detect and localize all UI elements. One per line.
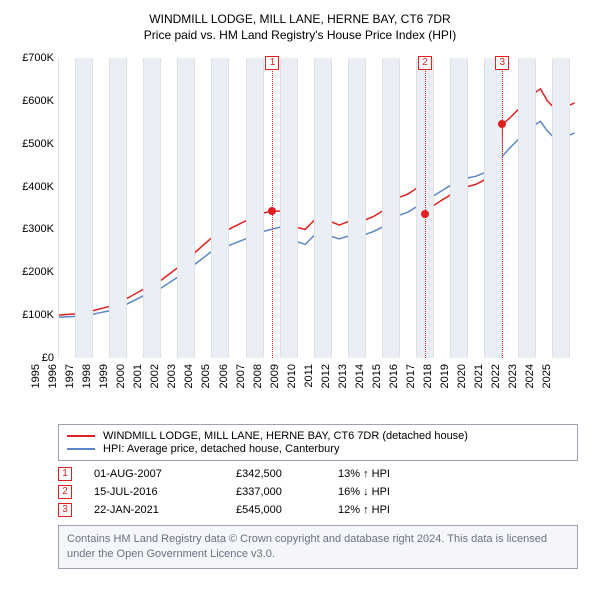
legend-item-property: WINDMILL LODGE, MILL LANE, HERNE BAY, CT… bbox=[67, 430, 569, 442]
legend-swatch bbox=[67, 435, 95, 437]
event-index: 1 bbox=[58, 467, 72, 481]
chart-title: WINDMILL LODGE, MILL LANE, HERNE BAY, CT… bbox=[8, 12, 592, 26]
y-axis-label: £700K bbox=[8, 52, 54, 64]
event-price: £342,500 bbox=[236, 468, 316, 480]
event-marker-2: 2 bbox=[418, 56, 432, 70]
chart-subtitle: Price paid vs. HM Land Registry's House … bbox=[8, 28, 592, 42]
event-delta: 16% ↓ HPI bbox=[338, 486, 448, 498]
event-delta: 13% ↑ HPI bbox=[338, 468, 448, 480]
event-marker-3: 3 bbox=[495, 56, 509, 70]
y-axis-label: £500K bbox=[8, 138, 54, 150]
events-list: 1 01-AUG-2007 £342,500 13% ↑ HPI 2 15-JUL-201… bbox=[58, 467, 578, 517]
event-dot-1 bbox=[268, 207, 276, 215]
event-date: 01-AUG-2007 bbox=[94, 468, 214, 480]
event-row: 2 15-JUL-2016 £337,000 16% ↓ HPI bbox=[58, 485, 578, 499]
y-axis-label: £100K bbox=[8, 309, 54, 321]
legend-swatch bbox=[67, 448, 95, 450]
event-price: £545,000 bbox=[236, 504, 316, 516]
legend: WINDMILL LODGE, MILL LANE, HERNE BAY, CT… bbox=[58, 424, 578, 461]
y-axis-label: £400K bbox=[8, 181, 54, 193]
event-index: 3 bbox=[58, 503, 72, 517]
y-axis-label: £200K bbox=[8, 266, 54, 278]
y-axis-label: £600K bbox=[8, 95, 54, 107]
event-date: 22-JAN-2021 bbox=[94, 504, 214, 516]
event-price: £337,000 bbox=[236, 486, 316, 498]
event-date: 15-JUL-2016 bbox=[94, 486, 214, 498]
legend-label: WINDMILL LODGE, MILL LANE, HERNE BAY, CT… bbox=[103, 430, 468, 442]
event-dot-3 bbox=[498, 120, 506, 128]
event-index: 2 bbox=[58, 485, 72, 499]
y-axis-label: £300K bbox=[8, 223, 54, 235]
event-dot-2 bbox=[421, 210, 429, 218]
event-row: 3 22-JAN-2021 £545,000 12% ↑ HPI bbox=[58, 503, 578, 517]
legend-label: HPI: Average price, detached house, Cant… bbox=[103, 443, 339, 455]
legend-item-hpi: HPI: Average price, detached house, Cant… bbox=[67, 443, 569, 455]
event-row: 1 01-AUG-2007 £342,500 13% ↑ HPI bbox=[58, 467, 578, 481]
event-marker-1: 1 bbox=[265, 56, 279, 70]
y-axis-label: £0 bbox=[8, 352, 54, 364]
attribution: Contains HM Land Registry data © Crown c… bbox=[58, 525, 578, 569]
chart-area: 123 199519961997199819992000200120022003… bbox=[8, 50, 592, 420]
x-axis-label: 2025 bbox=[541, 364, 597, 388]
plot-area: 1 2 3 bbox=[58, 58, 578, 358]
event-delta: 12% ↑ HPI bbox=[338, 504, 448, 516]
